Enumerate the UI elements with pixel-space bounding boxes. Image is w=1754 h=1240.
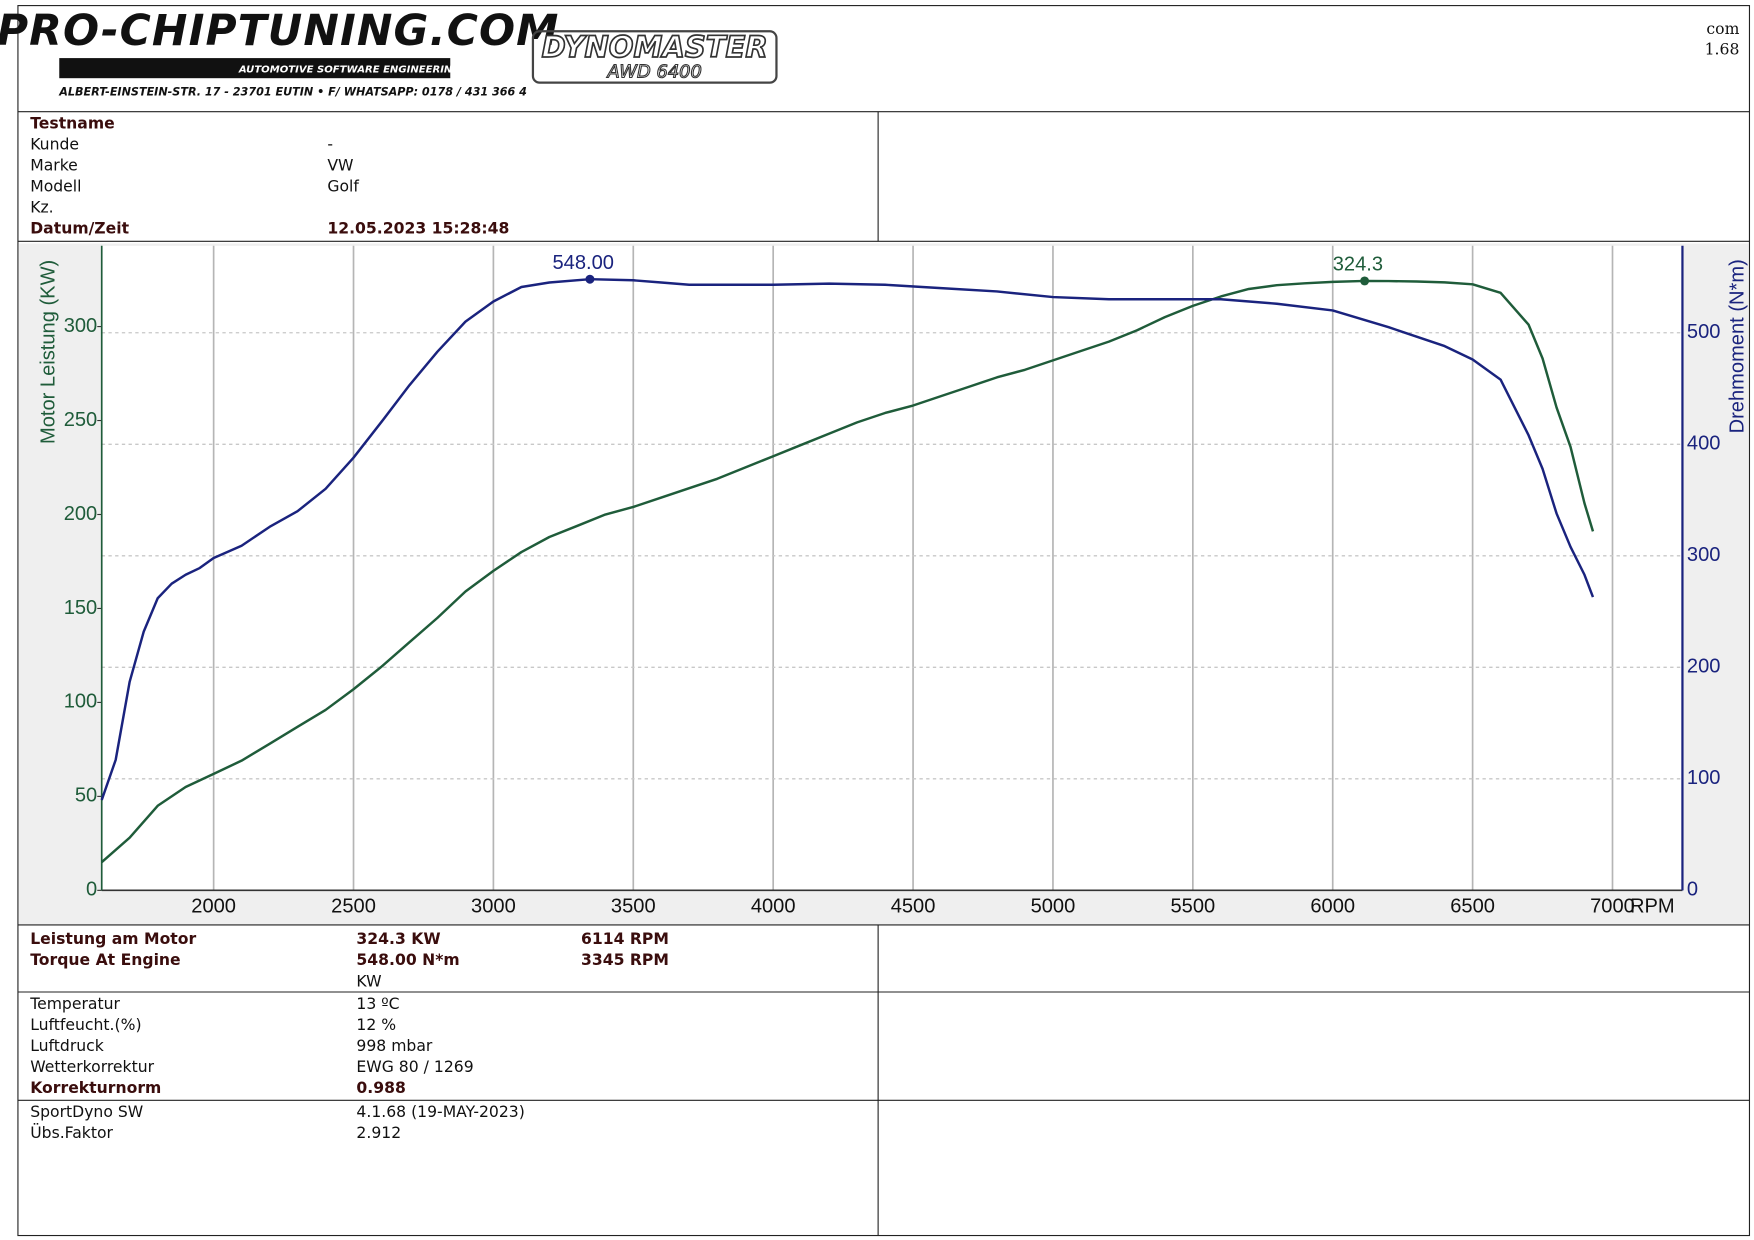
table-cell: Wetterkorrektur [30,1057,154,1076]
table-cell: 0.988 [356,1078,405,1097]
x-tick-label: 6000 [1310,895,1355,917]
x-tick-label: 2000 [191,895,236,917]
table-cell: Kunde [30,135,79,154]
table-cell: Kz. [30,198,53,217]
tagline: AUTOMOTIVE SOFTWARE ENGINEERING [238,64,461,75]
table-cell: 4.1.68 (19-MAY-2023) [356,1102,524,1121]
x-tick-label: 7000 [1590,895,1635,917]
y2-axis-label: Drehmoment (N*m) [1727,259,1749,433]
peak-marker [585,274,595,284]
table-cell: Testname [30,114,115,133]
y2-tick-label: 200 [1687,656,1721,678]
table-cell: Golf [327,177,359,196]
y-tick-label: 300 [64,315,98,337]
table-cell: Luftfeucht.(%) [30,1015,141,1034]
table-cell: 13 ºC [356,994,399,1013]
table-cell: Temperatur [29,994,120,1013]
x-tick-label: 3000 [471,895,516,917]
y-tick-label: 200 [64,503,98,525]
x-tick-label: 5500 [1170,895,1215,917]
table-cell: Datum/Zeit [30,219,129,238]
corner-top: com [1706,19,1739,38]
page-border [17,5,1751,1237]
y2-tick-label: 500 [1687,321,1721,343]
table-cell: 12.05.2023 15:28:48 [327,219,509,238]
y2-tick-label: 400 [1687,433,1721,455]
table-cell: 548.00 N*m [356,950,459,969]
table-cell: VW [327,156,353,175]
peak-label: 548.00 [552,252,613,274]
brand: PRO-CHIPTUNING.COM [0,7,560,56]
x-tick-label: 5000 [1031,895,1076,917]
dyno-model: AWD 6400 [606,62,701,83]
y-tick-label: 250 [64,409,98,431]
plot-area [101,245,1683,891]
x-tick-label: 6500 [1450,895,1495,917]
series-line [100,279,1595,864]
table-cell: 998 mbar [356,1036,433,1055]
unit: KW [356,971,381,990]
peak-marker [1360,276,1370,286]
address: ALBERT-EINSTEIN-STR. 17 - 23701 EUTIN • … [58,86,527,99]
y-tick-label: 100 [64,691,98,713]
table-cell: SportDyno SW [30,1102,143,1121]
table-cell: 12 % [356,1015,396,1034]
brand-bar [59,58,451,79]
table-cell: Korrekturnorm [30,1078,161,1097]
y-tick-label: 150 [64,597,98,619]
x-tick-label: 4000 [751,895,796,917]
dyno-badge [531,30,778,84]
y2-tick-label: 0 [1687,879,1698,901]
y2-tick-label: 100 [1687,767,1721,789]
table-cell: EWG 80 / 1269 [356,1057,473,1076]
table-cell: Übs.Faktor [30,1123,113,1142]
table-cell: 2.912 [356,1123,401,1142]
table-cell: 324.3 KW [356,929,440,948]
corner-bottom: 1.68 [1705,39,1740,58]
y-tick-label: 50 [75,785,97,807]
table-cell: 3345 RPM [581,950,669,969]
table-cell: - [327,135,333,154]
y-axis-label: Motor Leistung (KW) [38,260,60,444]
x-tick-label: 4500 [891,895,936,917]
x-tick-label: 3500 [611,895,656,917]
x-axis-label: RPM [1630,895,1675,917]
table-cell: Torque At Engine [30,950,180,969]
table-cell: Marke [30,156,78,175]
dyno-name: DYNOMASTER [542,30,768,64]
table-cell: Leistung am Motor [30,929,196,948]
table-cell: Luftdruck [30,1036,104,1055]
peak-label: 324.3 [1333,254,1383,276]
table-cell: Modell [30,177,81,196]
y-tick-label: 0 [86,879,97,901]
table-cell: 6114 RPM [581,929,669,948]
y2-tick-label: 300 [1687,544,1721,566]
x-tick-label: 2500 [331,895,376,917]
series-line [100,277,1595,801]
